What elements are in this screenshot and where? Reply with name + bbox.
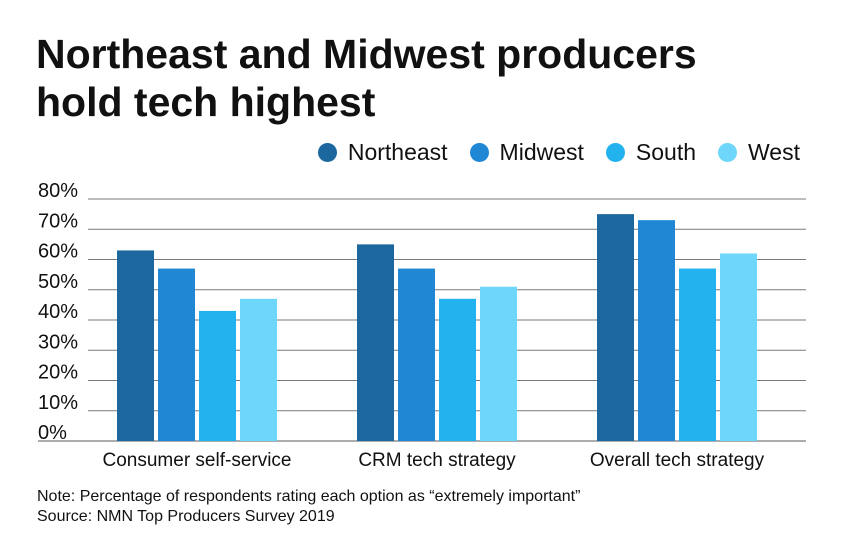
legend-label-northeast: Northeast: [347, 138, 448, 165]
y-tick-label: 40%: [38, 301, 78, 323]
bar-northeast-2: [357, 244, 394, 441]
legend-item-midwest: Midwest: [469, 138, 584, 166]
y-tick-label: 30%: [38, 331, 78, 353]
legend-swatch-south: [605, 142, 625, 162]
x-tick-label: CRM tech strategy: [358, 450, 516, 471]
legend-label-midwest: Midwest: [499, 138, 584, 165]
bar-northeast-3: [597, 214, 634, 441]
legend-item-south: South: [605, 138, 697, 166]
y-tick-label: 50%: [38, 271, 78, 293]
legend-swatch-northeast: [317, 142, 337, 162]
y-tick-label: 0%: [38, 422, 67, 444]
source-text: Source: NMN Top Producers Survey 2019: [37, 508, 335, 525]
bar-south-2: [439, 298, 476, 441]
bar-south-1: [199, 310, 236, 441]
y-tick-label: 60%: [38, 241, 78, 263]
x-tick-label: Consumer self-service: [103, 450, 292, 471]
chart-title-line-1: Northeast and Midwest producers: [36, 31, 697, 77]
bar-midwest-1: [158, 268, 195, 441]
bar-west-1: [240, 298, 277, 441]
bar-west-2: [480, 286, 517, 441]
bar-northeast-1: [117, 250, 154, 441]
legend-swatch-west: [718, 142, 738, 162]
legend-item-west: West: [718, 139, 800, 166]
x-axis-labels: Consumer self-service CRM tech strategy Ov…: [103, 450, 765, 471]
chart-title: Northeast and Midwest producers hold tec…: [36, 30, 826, 126]
legend-label-south: South: [635, 138, 697, 165]
bar-midwest-3: [638, 220, 675, 441]
chart-notes: Note: Percentage of respondents rating e…: [37, 487, 580, 527]
y-axis-ticks: 0% 10% 20% 30% 40% 50% 60% 70% 80%: [38, 180, 78, 444]
note-text: Note: Percentage of respondents rating e…: [37, 488, 581, 505]
bars: [117, 214, 757, 441]
bar-midwest-2: [398, 268, 435, 441]
y-tick-label: 80%: [38, 180, 78, 202]
y-tick-label: 70%: [38, 210, 78, 232]
chart-legend: Northeast Midwest South West: [296, 139, 800, 165]
x-tick-label: Overall tech strategy: [590, 450, 765, 471]
y-tick-label: 20%: [38, 362, 78, 384]
bar-south-3: [679, 268, 716, 441]
y-tick-label: 10%: [38, 392, 78, 414]
legend-item-northeast: Northeast: [317, 138, 448, 166]
bar-west-3: [720, 253, 757, 441]
legend-label-west: West: [748, 138, 800, 165]
chart-title-line-2: hold tech highest: [36, 79, 376, 125]
legend-swatch-midwest: [469, 142, 489, 162]
